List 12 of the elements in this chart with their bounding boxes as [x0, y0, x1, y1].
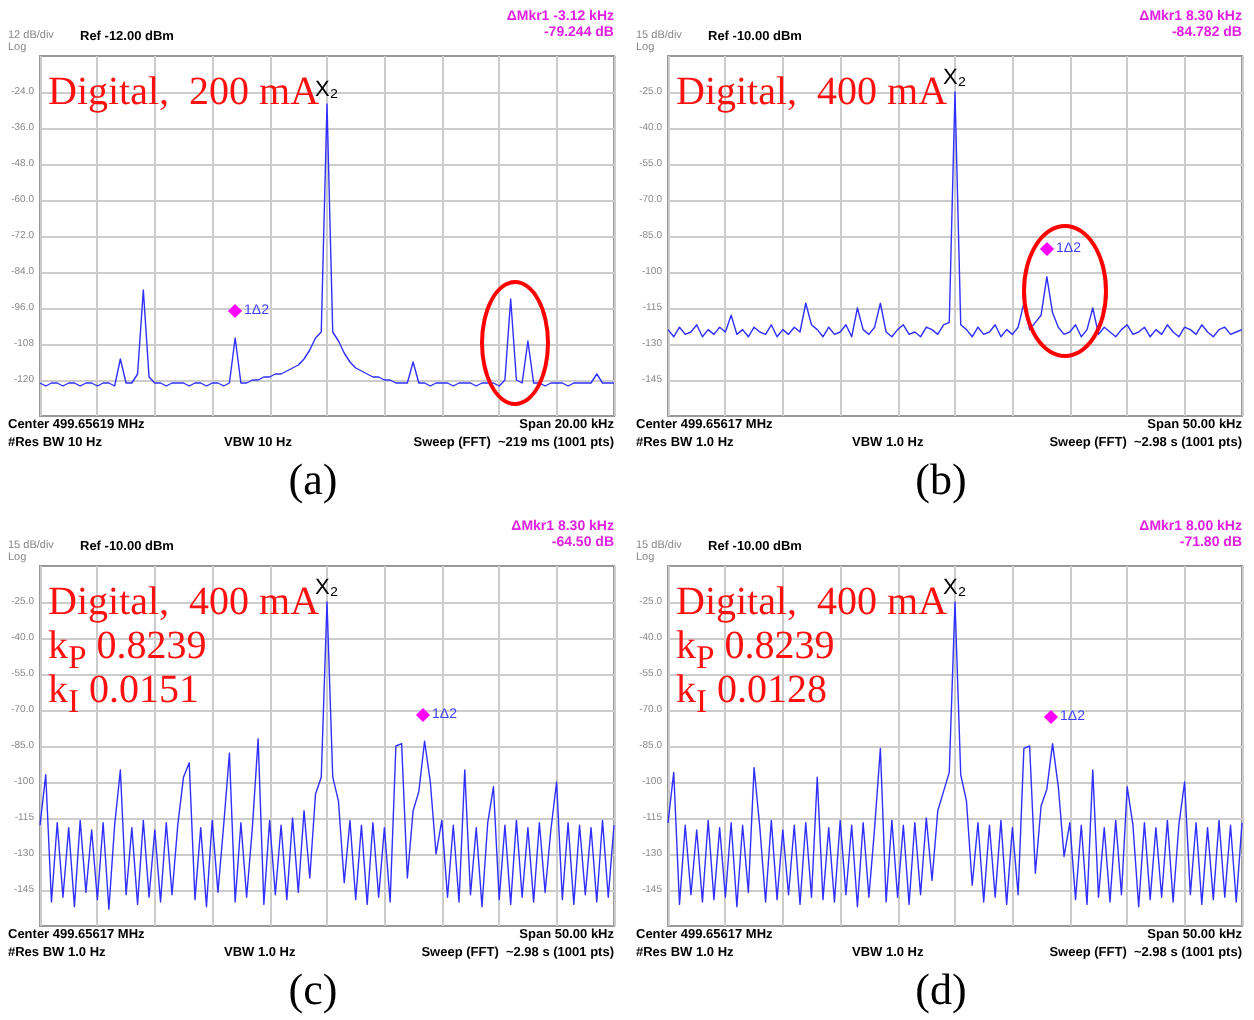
- annotation: X₂: [943, 66, 967, 90]
- annotation: Digital, 400 mA: [48, 580, 320, 624]
- annotation: Digital, 200 mA: [48, 70, 320, 114]
- text: (c): [286, 964, 340, 1014]
- text: (b): [913, 454, 969, 504]
- annotation: X₂: [315, 78, 339, 102]
- annotation: Digital, 400 mA: [676, 70, 948, 114]
- text: (a): [286, 454, 340, 504]
- annotation: X₂: [943, 576, 967, 600]
- annotation: X₂: [315, 576, 339, 600]
- annotation: Digital, 400 mA: [676, 580, 948, 624]
- text: (d): [913, 964, 969, 1014]
